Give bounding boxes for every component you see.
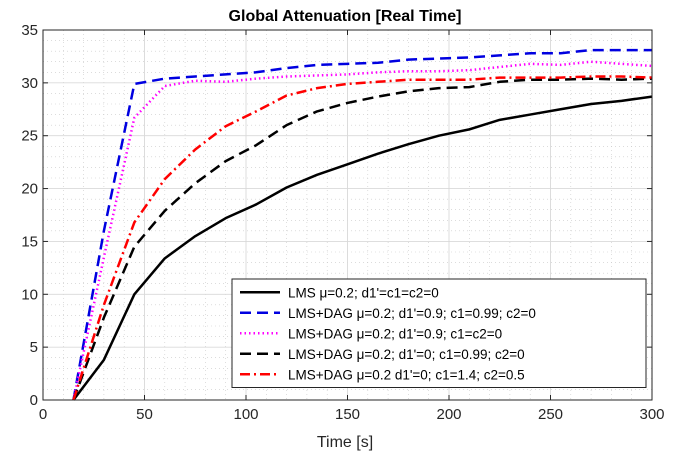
y-tick-label: 0	[30, 392, 38, 409]
x-tick-label: 150	[335, 406, 360, 423]
chart-title: Global Attenuation [Real Time]	[229, 8, 462, 25]
series-line-1	[72, 95, 653, 401]
x-tick-label: 0	[39, 406, 47, 423]
x-tick-label: 50	[136, 406, 153, 423]
x-tick-label: 300	[639, 406, 664, 423]
series-line-3	[72, 60, 653, 401]
legend: LMS μ=0.2; d1'=c1=c2=0 LMS+DAG μ=0.2; d1'…	[231, 278, 647, 388]
legend-label-5: LMS+DAG μ=0.2 d1'=0; c1=1.4; c2=0.5	[288, 367, 525, 382]
x-tick-label: 100	[233, 406, 258, 423]
x-axis-label: Time [s]	[317, 434, 373, 451]
series-line-2	[72, 48, 652, 401]
legend-label-2: LMS+DAG μ=0.2; d1'=0.9; c1=0.99; c2=0	[288, 306, 536, 321]
legend-label-4: LMS+DAG μ=0.2; d1'=0; c1=0.99; c2=0	[288, 347, 525, 362]
series-line-5	[72, 75, 653, 401]
legend-box	[231, 278, 647, 388]
legend-label-1: LMS μ=0.2; d1'=c1=c2=0	[288, 285, 439, 300]
y-tick-label: 20	[21, 181, 38, 198]
y-tick-label: 5	[30, 339, 38, 356]
legend-label-3: LMS+DAG μ=0.2; d1'=0.9; c1=c2=0	[288, 326, 502, 341]
y-tick-label: 30	[21, 75, 38, 92]
y-tick-label: 15	[21, 233, 38, 250]
x-tick-label: 200	[436, 406, 461, 423]
y-tick-label: 35	[21, 22, 38, 39]
x-tick-label: 250	[538, 406, 563, 423]
y-tick-label: 25	[21, 128, 38, 145]
y-tick-label: 10	[21, 286, 38, 303]
series-line-4	[72, 77, 653, 401]
